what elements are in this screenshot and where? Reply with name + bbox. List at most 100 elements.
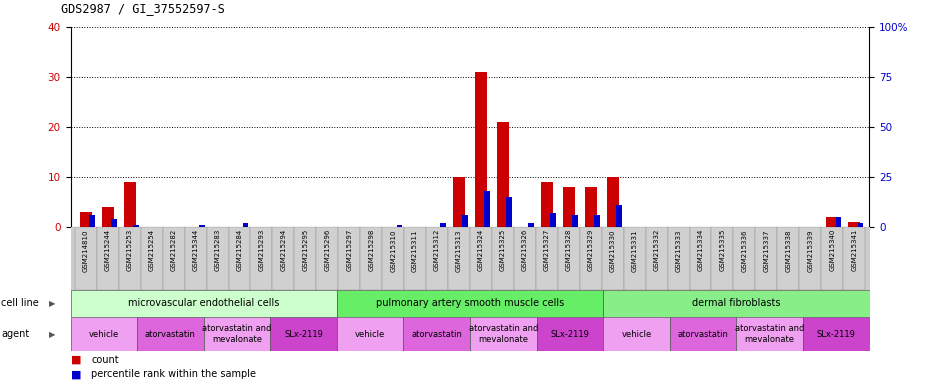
Bar — [836, 217, 841, 227]
Bar — [383, 227, 404, 290]
Bar — [484, 190, 490, 227]
Bar — [712, 227, 733, 290]
Bar — [70, 317, 137, 351]
Text: cell line: cell line — [1, 298, 39, 308]
Text: ▶: ▶ — [49, 299, 55, 308]
Text: GSM214810: GSM214810 — [83, 229, 89, 271]
Bar — [199, 225, 205, 227]
Text: GSM215310: GSM215310 — [390, 229, 396, 271]
Text: atorvastatin and
mevalonate: atorvastatin and mevalonate — [735, 324, 805, 344]
Text: GSM215312: GSM215312 — [434, 229, 440, 271]
Bar — [453, 177, 465, 227]
Text: GSM215335: GSM215335 — [719, 229, 726, 271]
Bar — [243, 223, 248, 227]
Bar — [803, 317, 870, 351]
Text: GSM215337: GSM215337 — [763, 229, 769, 271]
Bar — [141, 227, 163, 290]
Bar — [540, 182, 553, 227]
Text: GSM215293: GSM215293 — [258, 229, 264, 271]
Bar — [690, 227, 712, 290]
Text: microvascular endothelial cells: microvascular endothelial cells — [128, 298, 279, 308]
Text: SLx-2119: SLx-2119 — [817, 329, 855, 339]
Text: GSM215244: GSM215244 — [105, 229, 111, 271]
Text: GSM215333: GSM215333 — [676, 229, 682, 271]
Text: GSM215253: GSM215253 — [127, 229, 133, 271]
Bar — [470, 227, 492, 290]
Text: GSM215331: GSM215331 — [632, 229, 637, 271]
Text: GSM215327: GSM215327 — [544, 229, 550, 271]
Text: GSM215282: GSM215282 — [171, 229, 177, 271]
Bar — [250, 227, 273, 290]
Text: atorvastatin and
mevalonate: atorvastatin and mevalonate — [469, 324, 538, 344]
Text: SLx-2119: SLx-2119 — [551, 329, 589, 339]
Bar — [111, 218, 117, 227]
Bar — [528, 223, 534, 227]
Text: GSM215298: GSM215298 — [368, 229, 374, 271]
Bar — [207, 227, 228, 290]
Bar — [360, 227, 383, 290]
Text: GSM215332: GSM215332 — [653, 229, 660, 271]
Bar — [317, 227, 338, 290]
Text: GSM215340: GSM215340 — [829, 229, 835, 271]
Text: atorvastatin: atorvastatin — [678, 329, 728, 339]
Bar — [404, 227, 426, 290]
Bar — [777, 227, 799, 290]
Bar — [497, 122, 509, 227]
Text: atorvastatin: atorvastatin — [145, 329, 196, 339]
Text: GSM215311: GSM215311 — [412, 229, 418, 271]
Bar — [441, 223, 446, 227]
Bar — [184, 227, 207, 290]
Text: GSM215297: GSM215297 — [346, 229, 352, 271]
Bar — [124, 182, 135, 227]
Text: GSM215339: GSM215339 — [807, 229, 813, 271]
Bar — [550, 213, 556, 227]
Bar — [397, 225, 402, 227]
Bar — [204, 317, 271, 351]
Bar — [133, 225, 139, 227]
Bar — [338, 227, 360, 290]
Bar — [118, 227, 141, 290]
Text: agent: agent — [1, 329, 29, 339]
Bar — [426, 227, 448, 290]
Bar — [97, 227, 118, 290]
Bar — [70, 290, 337, 317]
Text: SLx-2119: SLx-2119 — [284, 329, 323, 339]
Text: GSM215295: GSM215295 — [303, 229, 308, 271]
Bar — [733, 227, 756, 290]
Bar — [756, 227, 777, 290]
Text: pulmonary artery smooth muscle cells: pulmonary artery smooth muscle cells — [376, 298, 564, 308]
Bar — [602, 227, 623, 290]
Text: dermal fibroblasts: dermal fibroblasts — [692, 298, 780, 308]
Bar — [470, 317, 537, 351]
Bar — [563, 187, 575, 227]
Bar — [228, 227, 250, 290]
Text: GSM215329: GSM215329 — [588, 229, 594, 271]
Bar — [736, 317, 803, 351]
Text: GDS2987 / GI_37552597-S: GDS2987 / GI_37552597-S — [61, 2, 225, 15]
Text: GSM215338: GSM215338 — [785, 229, 791, 271]
Bar — [848, 222, 860, 227]
Bar — [585, 187, 597, 227]
Bar — [102, 207, 114, 227]
Bar — [822, 227, 843, 290]
Bar — [857, 223, 863, 227]
Bar — [448, 227, 470, 290]
Text: ■: ■ — [70, 369, 81, 379]
Bar — [337, 317, 403, 351]
Bar — [572, 215, 578, 227]
Bar — [75, 227, 97, 290]
Text: GSM215344: GSM215344 — [193, 229, 198, 271]
Bar — [843, 227, 865, 290]
Text: GSM215325: GSM215325 — [500, 229, 506, 271]
Bar — [337, 290, 603, 317]
Text: vehicle: vehicle — [88, 329, 119, 339]
Bar — [557, 227, 580, 290]
Bar — [89, 215, 95, 227]
Bar — [667, 227, 690, 290]
Bar — [603, 290, 870, 317]
Bar — [403, 317, 470, 351]
Text: GSM215296: GSM215296 — [324, 229, 330, 271]
Text: percentile rank within the sample: percentile rank within the sample — [91, 369, 257, 379]
Bar — [514, 227, 536, 290]
Bar — [603, 317, 669, 351]
